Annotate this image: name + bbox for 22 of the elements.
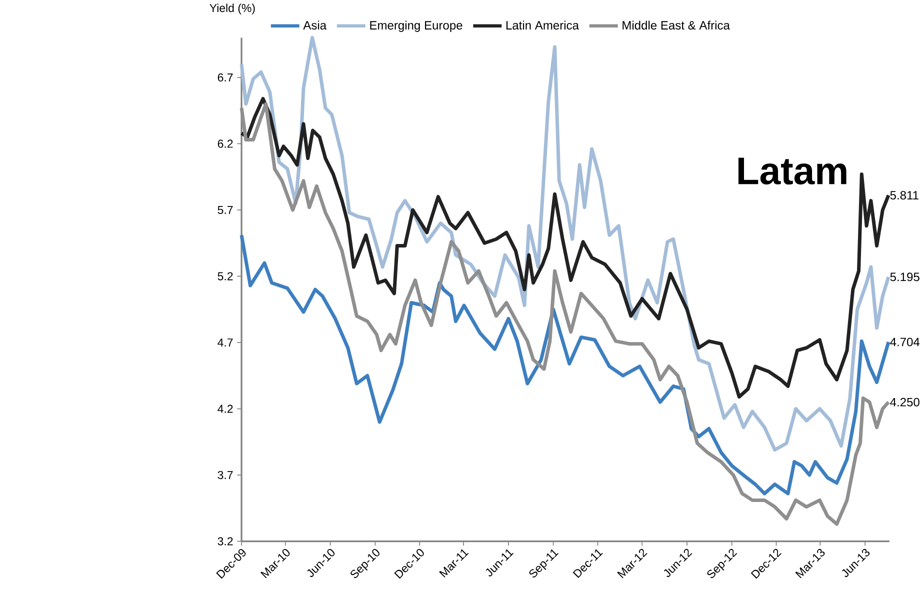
line-series (240, 102, 890, 526)
y-tick-label: 3.2 (218, 537, 233, 546)
annotation: 5.195 (890, 272, 920, 282)
line-series (240, 36, 890, 452)
annotation: 5.811 (890, 191, 918, 200)
y-tick-label: 4.7 (218, 338, 233, 347)
line-series (240, 233, 890, 496)
y-tick-label: 6.7 (218, 73, 233, 82)
y-tick-label: 3.7 (218, 471, 233, 480)
y-axis-title: Yield (%) (210, 4, 255, 14)
annotation: Latam (738, 158, 846, 185)
annotation: 4.250 (890, 398, 920, 406)
y-tick-label: 4.2 (218, 404, 233, 413)
line-series (240, 96, 890, 399)
y-tick-label: 6.2 (218, 140, 233, 148)
legend-label: Latin America (506, 20, 579, 30)
y-tick-label: 5.7 (218, 206, 233, 214)
legend-label: Emerging Europe (370, 20, 462, 32)
y-tick-label: 5.2 (218, 272, 233, 280)
legend-label: Asia (303, 20, 327, 30)
annotation: 4.704 (890, 338, 920, 346)
legend-label: Middle East & Africa (622, 20, 730, 30)
